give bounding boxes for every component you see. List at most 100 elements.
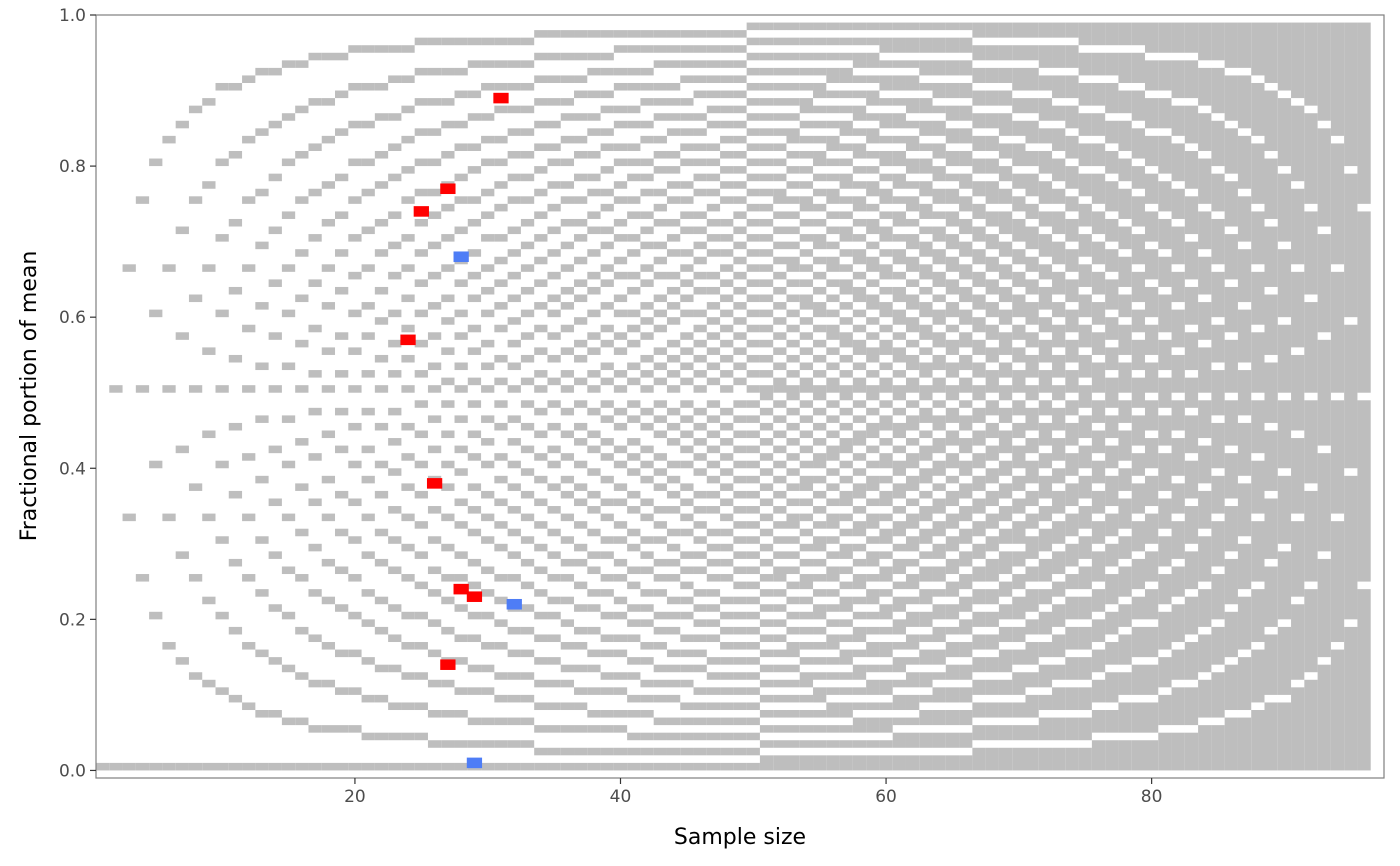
- achievable-mean-tile: [1144, 324, 1159, 355]
- achievable-mean-tile: [773, 158, 787, 167]
- achievable-mean-tile: [414, 98, 428, 106]
- achievable-mean-tile: [547, 158, 561, 167]
- achievable-mean-tile: [879, 453, 893, 469]
- achievable-mean-tile: [759, 37, 774, 46]
- achievable-mean-tile: [627, 581, 641, 590]
- achievable-mean-tile: [759, 324, 774, 333]
- achievable-mean-tile: [786, 536, 800, 544]
- achievable-mean-tile: [866, 475, 880, 491]
- achievable-mean-tile: [1198, 400, 1212, 439]
- achievable-mean-tile: [1118, 52, 1132, 83]
- achievable-mean-tile: [866, 755, 880, 771]
- achievable-mean-tile: [680, 362, 694, 371]
- achievable-mean-tile: [1038, 475, 1053, 499]
- achievable-mean-tile: [945, 581, 960, 597]
- achievable-mean-tile: [720, 150, 734, 159]
- achievable-mean-tile: [441, 120, 455, 129]
- achievable-mean-tile: [839, 211, 853, 219]
- achievable-mean-tile: [1330, 271, 1345, 393]
- achievable-mean-tile: [1012, 143, 1026, 167]
- achievable-mean-tile: [321, 725, 336, 733]
- achievable-mean-tile: [467, 271, 482, 280]
- achievable-mean-tile: [985, 422, 999, 439]
- achievable-mean-tile: [481, 717, 495, 726]
- achievable-mean-tile: [733, 460, 747, 469]
- achievable-mean-tile: [945, 302, 960, 318]
- achievable-mean-tile: [613, 120, 628, 129]
- achievable-mean-tile: [985, 90, 999, 106]
- achievable-mean-tile: [481, 490, 495, 499]
- achievable-mean-tile: [866, 166, 880, 174]
- achievable-mean-tile: [507, 249, 521, 257]
- achievable-mean-tile: [799, 574, 814, 590]
- achievable-mean-tile: [786, 354, 800, 363]
- achievable-mean-tile: [879, 75, 893, 91]
- achievable-mean-tile: [1091, 490, 1106, 514]
- achievable-mean-tile: [1184, 506, 1199, 544]
- achievable-mean-tile: [919, 324, 933, 340]
- achievable-mean-tile: [587, 528, 601, 537]
- achievable-mean-tile: [600, 400, 614, 408]
- achievable-mean-tile: [574, 150, 588, 159]
- achievable-mean-tile: [813, 105, 827, 114]
- achievable-mean-tile: [481, 762, 495, 771]
- achievable-mean-tile: [786, 740, 800, 748]
- achievable-mean-tile: [892, 286, 906, 303]
- achievable-mean-tile: [295, 762, 309, 771]
- achievable-mean-tile: [1038, 128, 1053, 144]
- achievable-mean-tile: [866, 332, 880, 340]
- achievable-mean-tile: [1171, 354, 1185, 393]
- achievable-mean-tile: [905, 672, 920, 688]
- achievable-mean-tile: [813, 422, 827, 431]
- achievable-mean-tile: [680, 498, 694, 507]
- achievable-mean-tile: [467, 453, 482, 461]
- red-highlight-point: [413, 206, 429, 217]
- achievable-mean-tile: [773, 755, 787, 771]
- achievable-mean-tile: [786, 710, 800, 718]
- achievable-mean-tile: [374, 218, 389, 227]
- achievable-mean-tile: [1012, 22, 1026, 38]
- achievable-mean-tile: [467, 634, 482, 643]
- achievable-mean-tile: [839, 438, 853, 454]
- achievable-mean-tile: [481, 264, 495, 272]
- achievable-mean-tile: [613, 218, 628, 227]
- achievable-mean-tile: [813, 657, 827, 665]
- achievable-means-layer: [96, 22, 1371, 771]
- achievable-mean-tile: [666, 679, 681, 688]
- achievable-mean-tile: [1264, 634, 1278, 695]
- achievable-mean-tile: [494, 354, 508, 363]
- achievable-mean-tile: [1184, 22, 1199, 53]
- achievable-mean-tile: [534, 498, 548, 507]
- achievable-mean-tile: [706, 400, 721, 408]
- achievable-mean-tile: [653, 732, 667, 741]
- achievable-mean-tile: [919, 445, 933, 461]
- achievable-mean-tile: [945, 536, 960, 552]
- achievable-mean-tile: [1158, 453, 1172, 491]
- achievable-mean-tile: [746, 732, 760, 741]
- achievable-mean-tile: [759, 234, 774, 242]
- achievable-mean-tile: [574, 604, 588, 612]
- achievable-mean-tile: [520, 354, 535, 363]
- achievable-mean-tile: [1211, 370, 1225, 416]
- achievable-mean-tile: [520, 218, 535, 227]
- achievable-mean-tile: [454, 279, 468, 287]
- achievable-mean-tile: [919, 490, 933, 499]
- achievable-mean-tile: [1237, 249, 1252, 303]
- achievable-mean-tile: [746, 672, 760, 680]
- achievable-mean-tile: [494, 574, 508, 582]
- achievable-mean-tile: [494, 543, 508, 552]
- achievable-mean-tile: [693, 536, 707, 544]
- achievable-mean-tile: [335, 332, 349, 340]
- achievable-mean-tile: [892, 98, 906, 106]
- achievable-mean-tile: [720, 717, 734, 726]
- achievable-mean-tile: [706, 543, 721, 552]
- achievable-mean-tile: [441, 626, 455, 635]
- achievable-mean-tile: [560, 181, 575, 189]
- achievable-mean-tile: [1012, 747, 1026, 771]
- achievable-mean-tile: [932, 626, 946, 643]
- achievable-mean-tile: [1025, 490, 1039, 507]
- achievable-mean-tile: [361, 445, 375, 454]
- achievable-mean-tile: [600, 203, 614, 212]
- achievable-mean-tile: [773, 173, 787, 182]
- achievable-mean-tile: [587, 710, 601, 718]
